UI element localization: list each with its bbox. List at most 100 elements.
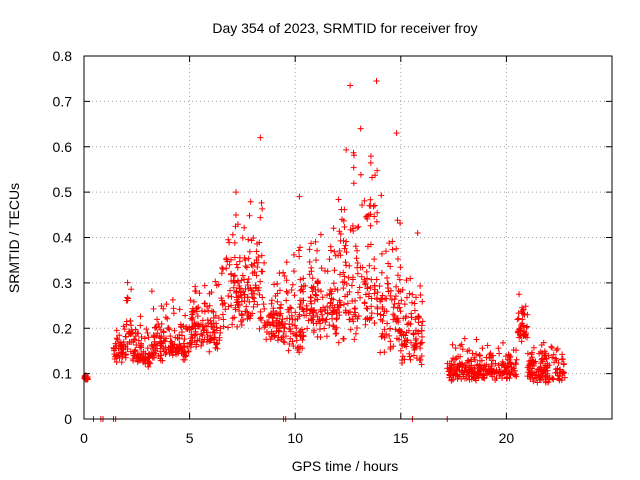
data-point xyxy=(254,264,261,271)
data-point xyxy=(213,282,220,289)
data-point xyxy=(373,77,380,84)
data-point xyxy=(387,292,394,299)
data-point xyxy=(306,271,313,278)
data-point xyxy=(250,235,257,242)
x-axis-label: GPS time / hours xyxy=(292,458,399,474)
data-point xyxy=(212,278,219,285)
data-point xyxy=(386,240,393,247)
data-point xyxy=(394,256,401,263)
data-point xyxy=(475,374,482,381)
data-point xyxy=(337,237,344,244)
data-point xyxy=(277,305,284,312)
data-point xyxy=(233,189,240,196)
data-point xyxy=(462,375,469,382)
data-point xyxy=(224,258,231,265)
data-point xyxy=(164,325,171,332)
data-point xyxy=(234,221,241,228)
data-point xyxy=(234,296,241,303)
data-point xyxy=(206,302,213,309)
data-point xyxy=(276,287,283,294)
data-point xyxy=(542,352,549,359)
y-tick-label: 0.2 xyxy=(53,320,73,336)
data-point xyxy=(231,272,238,279)
data-point xyxy=(286,341,293,348)
data-point xyxy=(189,316,196,323)
data-point xyxy=(454,363,461,370)
data-point xyxy=(268,300,275,307)
data-point xyxy=(449,341,456,348)
data-point xyxy=(176,344,183,351)
data-point xyxy=(239,272,246,279)
data-point xyxy=(286,315,293,322)
data-point xyxy=(208,321,215,328)
data-point xyxy=(122,333,129,340)
data-point xyxy=(377,349,384,356)
data-point xyxy=(249,294,256,301)
data-point xyxy=(143,356,150,363)
data-point xyxy=(246,248,253,255)
data-point xyxy=(321,325,328,332)
data-point xyxy=(387,344,394,351)
data-point xyxy=(194,313,201,320)
data-point xyxy=(398,328,405,335)
data-point xyxy=(341,245,348,252)
data-point xyxy=(217,329,224,336)
data-point xyxy=(522,332,529,339)
data-point xyxy=(233,261,240,268)
data-point xyxy=(180,340,187,347)
data-point xyxy=(417,340,424,347)
data-point xyxy=(151,338,158,345)
data-point xyxy=(297,244,304,251)
data-point xyxy=(314,247,321,254)
data-point xyxy=(545,379,552,386)
data-point xyxy=(458,341,465,348)
data-point xyxy=(189,308,196,315)
data-point xyxy=(286,321,293,328)
data-point xyxy=(452,356,459,363)
data-point xyxy=(244,294,251,301)
data-point xyxy=(249,262,256,269)
data-point xyxy=(392,326,399,333)
data-point xyxy=(280,338,287,345)
data-point xyxy=(371,265,378,272)
data-point xyxy=(459,346,466,353)
data-point xyxy=(379,304,386,311)
data-point xyxy=(552,355,559,362)
data-point xyxy=(272,292,279,299)
data-point xyxy=(341,224,348,231)
data-point xyxy=(530,369,537,376)
grid-lines xyxy=(84,56,612,419)
data-point xyxy=(178,350,185,357)
data-point xyxy=(546,376,553,383)
data-point xyxy=(256,291,263,298)
data-point xyxy=(177,343,184,350)
data-point xyxy=(353,255,360,262)
data-point xyxy=(401,301,408,308)
y-tick-label: 0.1 xyxy=(53,366,73,382)
data-point xyxy=(300,282,307,289)
data-point xyxy=(177,321,184,328)
data-point xyxy=(362,321,369,328)
data-point xyxy=(214,340,221,347)
data-point xyxy=(373,295,380,302)
data-point xyxy=(340,285,347,292)
data-point xyxy=(332,326,339,333)
data-point xyxy=(298,297,305,304)
data-point xyxy=(489,373,496,380)
data-point xyxy=(245,255,252,262)
x-tick-labels: 0 5 10 15 20 xyxy=(80,430,514,446)
data-point xyxy=(347,82,354,89)
data-point xyxy=(283,297,290,304)
data-point xyxy=(242,285,249,292)
data-point xyxy=(176,306,183,313)
data-point xyxy=(354,224,361,231)
y-tick-labels: 0 0.1 0.2 0.3 0.4 0.5 0.6 0.7 0.8 xyxy=(53,48,73,427)
data-point xyxy=(265,319,272,326)
data-point xyxy=(186,340,193,347)
data-point xyxy=(398,341,405,348)
data-point xyxy=(374,167,381,174)
data-point xyxy=(167,333,174,340)
data-point xyxy=(278,334,285,341)
data-point xyxy=(457,353,464,360)
data-point xyxy=(308,316,315,323)
